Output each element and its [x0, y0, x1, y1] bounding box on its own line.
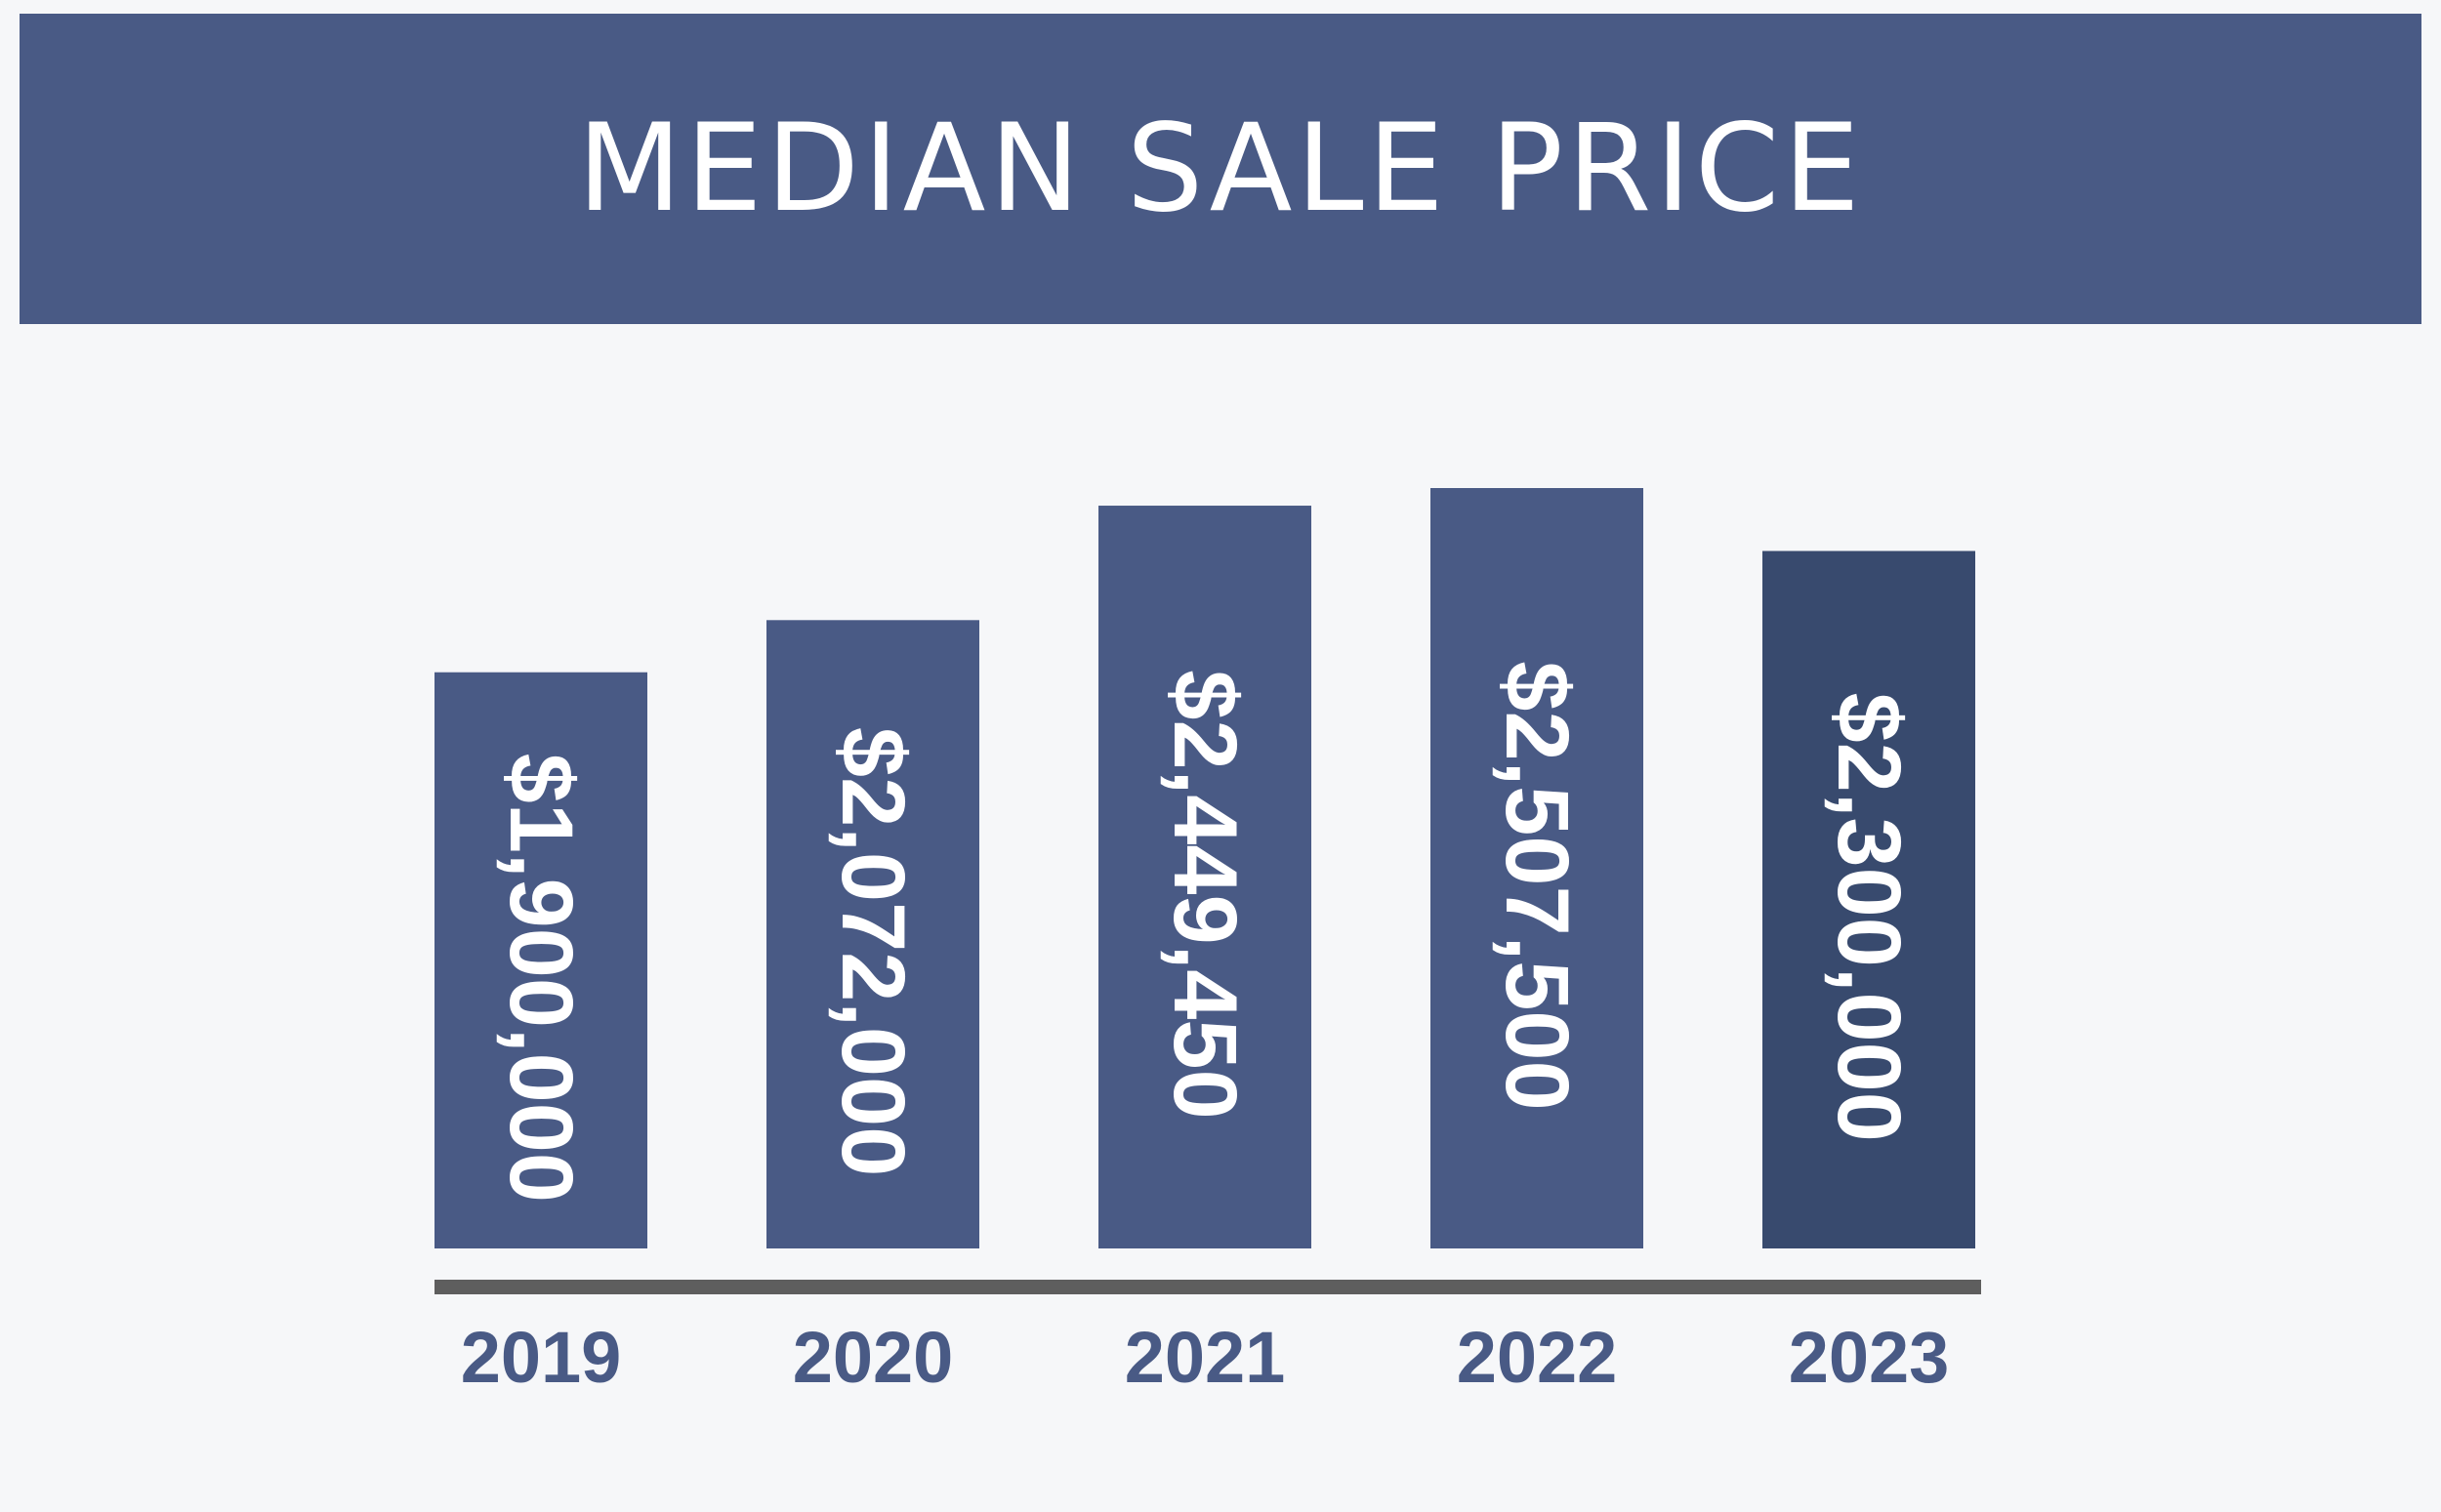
year-labels-group: 2019 2020 2021 2022 2023 [461, 1317, 1950, 1398]
bar-value-label: $2,507,500 [1487, 661, 1587, 1110]
x-tick-label: 2023 [1789, 1317, 1950, 1398]
bar-2022 [1430, 488, 1643, 1248]
bar-2020 [766, 620, 979, 1248]
bar-value-label: $2,449,450 [1155, 670, 1255, 1119]
x-tick-label: 2019 [461, 1317, 622, 1398]
bar-value-label: $2,072,000 [823, 727, 923, 1176]
bar-2019 [434, 672, 647, 1248]
chart-title: MEDIAN SALE PRICE [577, 99, 1864, 239]
x-tick-label: 2022 [1457, 1317, 1618, 1398]
bar-2021 [1098, 506, 1311, 1248]
x-tick-label: 2020 [793, 1317, 954, 1398]
x-axis-line [434, 1280, 1981, 1294]
bar-value-label: $1,900,000 [491, 754, 591, 1203]
bar-value-label: $2,300,000 [1819, 693, 1919, 1142]
bars-group: $1,900,000 $2,072,000 $2,449,450 $2,507,500… [434, 488, 1975, 1248]
x-tick-label: 2021 [1125, 1317, 1286, 1398]
bar-2023 [1762, 551, 1975, 1248]
title-banner: MEDIAN SALE PRICE [20, 14, 2421, 324]
